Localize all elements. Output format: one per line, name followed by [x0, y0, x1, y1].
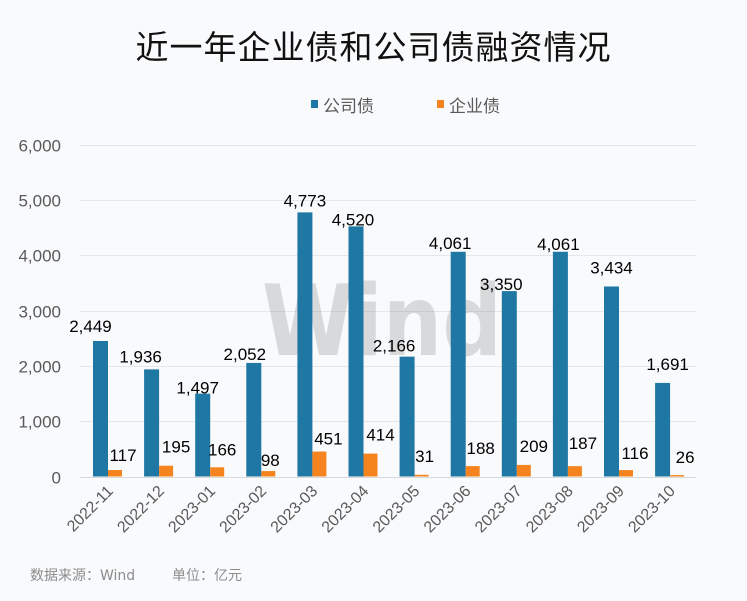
bar-corporate-bond[interactable]: [501, 291, 517, 477]
data-source-note: 数据来源：Wind: [30, 568, 136, 584]
y-tick-label: 2,000: [18, 358, 61, 377]
data-label-corporate-bond: 4,773: [284, 191, 327, 210]
gridlines: [80, 145, 696, 478]
legend-label: 公司债: [323, 96, 374, 117]
x-tick-label: 2023-08: [523, 483, 577, 537]
bar-corporate-bond[interactable]: [93, 340, 108, 477]
bar-enterprise-bond[interactable]: [210, 467, 225, 477]
bar-enterprise-bond[interactable]: [414, 474, 429, 477]
bar-enterprise-bond[interactable]: [465, 466, 480, 477]
data-label-enterprise-bond: 166: [208, 440, 236, 459]
legend-label: 企业债: [449, 96, 500, 117]
y-tick-label: 5,000: [18, 192, 61, 211]
bar-corporate-bond[interactable]: [552, 251, 568, 477]
bar-enterprise-bond[interactable]: [619, 470, 633, 477]
x-tick-label: 2023-10: [625, 483, 679, 537]
bar-enterprise-bond[interactable]: [312, 451, 327, 477]
bar-corporate-bond[interactable]: [604, 286, 619, 477]
bar-enterprise-bond[interactable]: [108, 470, 122, 477]
data-label-corporate-bond: 2,166: [373, 337, 416, 356]
x-tick-label: 2023-02: [217, 483, 271, 537]
data-label-enterprise-bond: 187: [569, 434, 597, 453]
legend-swatch-icon: [311, 100, 318, 108]
data-label-corporate-bond: 1,936: [119, 347, 162, 366]
chart-title: 近一年企业债和公司债融资情况: [135, 28, 612, 67]
x-tick-label: 2023-01: [165, 483, 219, 537]
bar-corporate-bond[interactable]: [399, 356, 415, 477]
x-tick-label: 2023-07: [472, 483, 526, 537]
legend-item-enterprise-bond[interactable]: 企业债: [437, 93, 500, 117]
data-label-enterprise-bond: 195: [162, 438, 190, 457]
data-label-enterprise-bond: 98: [261, 451, 280, 470]
data-label-corporate-bond: 2,449: [69, 317, 112, 336]
bar-enterprise-bond[interactable]: [567, 466, 582, 477]
bar-corporate-bond[interactable]: [297, 212, 313, 477]
bar-enterprise-bond[interactable]: [516, 464, 531, 477]
x-tick-label: 2022-11: [64, 483, 117, 536]
data-label-enterprise-bond: 414: [366, 426, 394, 445]
bar-enterprise-bond[interactable]: [670, 475, 685, 477]
data-label-enterprise-bond: 209: [520, 437, 548, 456]
x-tick-label: 2023-05: [370, 483, 424, 537]
bar-corporate-bond[interactable]: [144, 369, 160, 477]
legend-item-corporate-bond[interactable]: 公司债: [311, 93, 374, 117]
y-tick-label: 3,000: [18, 303, 61, 322]
data-label-corporate-bond: 1,691: [646, 355, 689, 374]
bar-corporate-bond[interactable]: [450, 251, 466, 477]
data-label-corporate-bond: 4,061: [429, 234, 472, 253]
data-labels: 2,449 117 1,936 195 1,497 166 2,052 98 4,773 451 4…: [69, 191, 694, 470]
data-label-corporate-bond: 4,061: [537, 235, 580, 254]
data-label-enterprise-bond: 116: [621, 444, 648, 463]
x-tick-label: 2023-09: [574, 483, 628, 537]
bar-corporate-bond[interactable]: [348, 226, 364, 477]
x-tick-label: 2023-06: [421, 483, 475, 537]
bar-corporate-bond[interactable]: [195, 393, 211, 477]
y-tick-label: 4,000: [18, 247, 61, 266]
data-label-enterprise-bond: 31: [415, 447, 434, 466]
data-label-corporate-bond: 3,434: [590, 258, 633, 277]
y-tick-label: 0: [52, 469, 61, 488]
data-label-enterprise-bond: 451: [314, 430, 342, 449]
chart-footer: 数据来源：Wind 单位：亿元: [30, 565, 290, 585]
bars: [93, 212, 685, 477]
data-label-corporate-bond: 2,052: [224, 345, 267, 364]
x-tick-label: 2023-03: [268, 483, 322, 537]
data-label-enterprise-bond: 117: [109, 446, 136, 465]
unit-note: 单位：亿元: [172, 568, 242, 584]
x-tick-label: 2022-12: [114, 483, 168, 537]
y-tick-label: 1,000: [18, 413, 61, 432]
data-label-corporate-bond: 3,350: [480, 275, 523, 294]
data-label-enterprise-bond: 26: [676, 448, 695, 467]
bar-corporate-bond[interactable]: [655, 382, 671, 477]
y-tick-label: 6,000: [18, 137, 61, 156]
data-label-corporate-bond: 4,520: [332, 210, 375, 229]
bar-enterprise-bond[interactable]: [261, 471, 276, 477]
y-axis-ticks: 0 1,000 2,000 3,000 4,000 5,000 6,000: [18, 137, 61, 488]
bar-enterprise-bond[interactable]: [363, 453, 378, 477]
data-label-enterprise-bond: 188: [467, 439, 495, 458]
legend-swatch-icon: [437, 100, 444, 108]
bar-enterprise-bond[interactable]: [159, 465, 174, 477]
data-label-corporate-bond: 1,497: [176, 379, 219, 398]
bar-corporate-bond[interactable]: [246, 362, 262, 477]
x-axis-ticks: 2022-112022-122023-012023-022023-032023-…: [64, 483, 679, 537]
x-tick-label: 2023-04: [319, 483, 373, 537]
